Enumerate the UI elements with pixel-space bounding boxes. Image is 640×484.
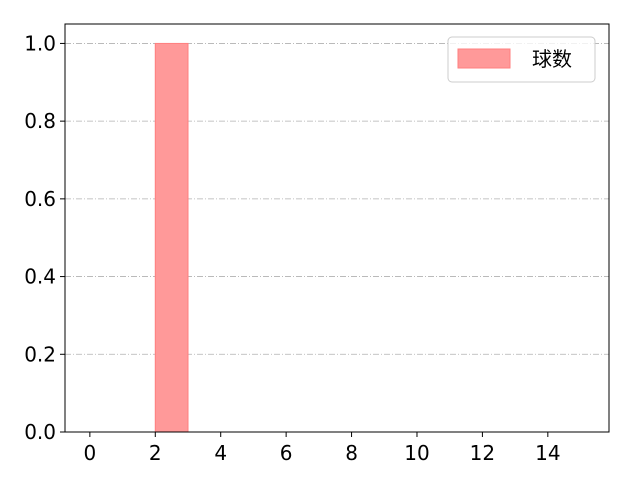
grid-lines	[65, 43, 609, 355]
x-axis: 0 2 4 6 8 10 12 14	[83, 432, 561, 465]
legend: 球数	[447, 36, 596, 83]
y-tick-label: 1.0	[24, 31, 56, 55]
x-tick-label: 2	[149, 441, 162, 465]
x-tick-label: 8	[345, 441, 358, 465]
y-axis: 0.0 0.2 0.4 0.6 0.8 1.0	[24, 31, 65, 444]
legend-frame	[447, 36, 596, 83]
x-tick-label: 0	[83, 441, 96, 465]
y-tick-label: 0.8	[24, 109, 56, 133]
y-tick-label: 0.2	[24, 342, 56, 366]
x-tick-label: 12	[470, 441, 495, 465]
y-tick-label: 0.4	[24, 265, 56, 289]
legend-swatch	[457, 48, 511, 69]
y-tick-label: 0.0	[24, 420, 56, 444]
x-tick-label: 14	[535, 441, 560, 465]
x-tick-label: 6	[280, 441, 293, 465]
bars	[154, 42, 189, 433]
bar	[154, 42, 189, 433]
legend-label: 球数	[532, 47, 572, 71]
plot-frame	[64, 23, 610, 433]
x-tick-label: 10	[404, 441, 429, 465]
y-tick-label: 0.6	[24, 187, 56, 211]
x-tick-label: 4	[214, 441, 227, 465]
